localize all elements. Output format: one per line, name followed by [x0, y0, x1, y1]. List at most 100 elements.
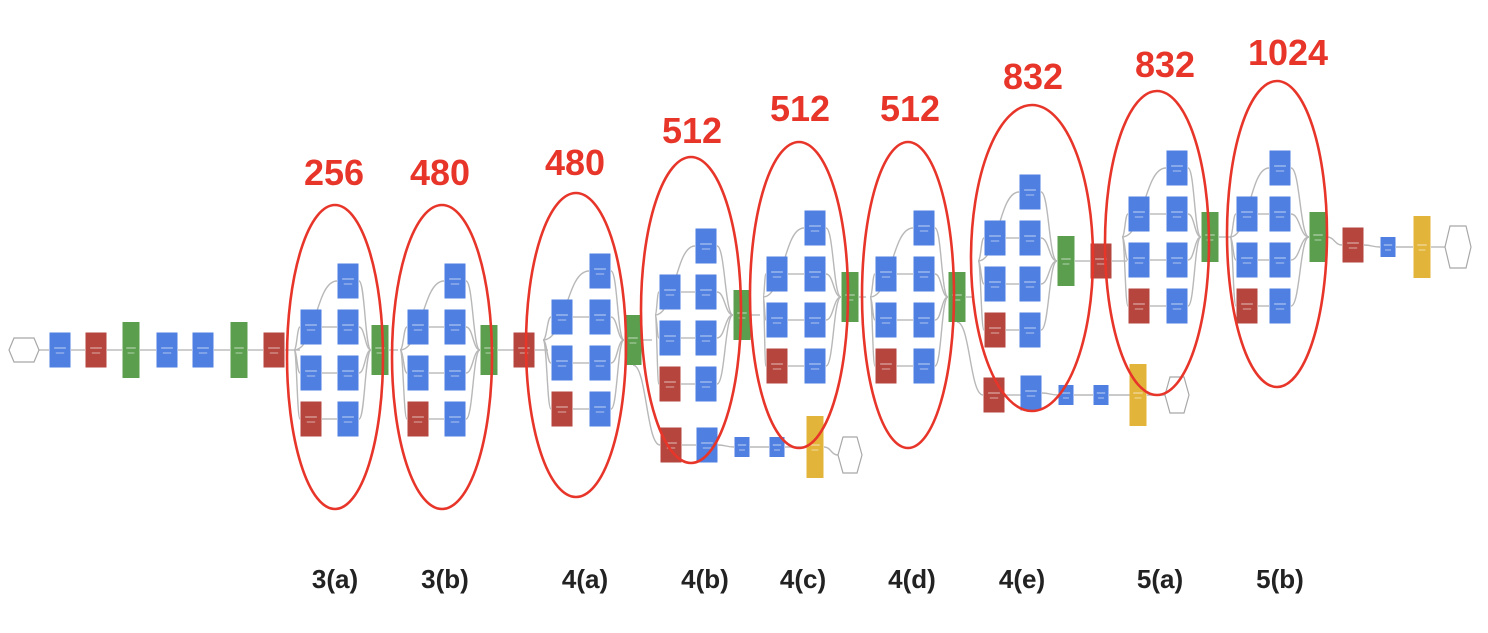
edge — [977, 237, 985, 262]
conv-node — [696, 427, 718, 463]
module-ring — [390, 203, 494, 511]
conv-node — [659, 274, 681, 310]
edge — [1187, 213, 1202, 238]
conv-node — [1128, 242, 1150, 278]
module-ring — [969, 103, 1095, 413]
conv-node — [766, 256, 788, 292]
pool-node — [85, 332, 107, 368]
conv-node — [444, 401, 466, 437]
conv-node — [695, 320, 717, 356]
conv-node — [875, 302, 897, 338]
concat-node — [1057, 236, 1075, 286]
edge — [716, 314, 734, 385]
conv-node — [1269, 288, 1291, 324]
concat-node — [122, 322, 140, 378]
edge — [399, 326, 408, 351]
conv-node — [1166, 288, 1188, 324]
pool-node — [875, 348, 897, 384]
edge — [1326, 236, 1343, 246]
pool-node — [660, 427, 682, 463]
conv-node — [444, 309, 466, 345]
edge — [1040, 191, 1058, 262]
edge — [869, 296, 876, 367]
io-node — [837, 436, 863, 474]
edge — [1040, 237, 1058, 262]
module-rings — [285, 79, 1329, 511]
conv-node — [695, 228, 717, 264]
stage-label-5a: 5(a) — [1136, 564, 1184, 594]
conv-node — [695, 274, 717, 310]
conv-node — [551, 345, 573, 381]
conv-node — [300, 355, 322, 391]
conv-node — [49, 332, 71, 368]
edge — [762, 273, 767, 298]
edge — [717, 444, 735, 448]
conv-node — [804, 348, 826, 384]
module-ring — [285, 203, 385, 511]
edge — [762, 296, 767, 367]
edge — [716, 245, 734, 316]
stage-label-4b: 4(b) — [681, 564, 729, 594]
pool-node — [1342, 227, 1364, 263]
edge — [869, 273, 876, 298]
conv-node — [766, 302, 788, 338]
conv-node — [1019, 174, 1041, 210]
conv-node — [659, 320, 681, 356]
edge — [1041, 392, 1059, 396]
conv-node — [984, 220, 1006, 256]
conv-node — [444, 263, 466, 299]
stage-label-4d: 4(d) — [888, 564, 936, 594]
conv-node — [589, 391, 611, 427]
edge — [632, 364, 661, 446]
softmax-node — [1413, 216, 1431, 278]
conv-node — [1020, 375, 1042, 411]
conv-node — [337, 263, 359, 299]
conv-node — [1380, 237, 1396, 257]
conv-node — [1236, 242, 1258, 278]
stage-label-3a: 3(a) — [311, 564, 359, 594]
edge — [1187, 167, 1202, 238]
edge — [654, 314, 660, 385]
module-ring — [1225, 79, 1329, 389]
pool-node — [659, 366, 681, 402]
concat-node — [841, 272, 859, 322]
pool-node — [766, 348, 788, 384]
edge — [293, 326, 301, 351]
stage-label-4e: 4(e) — [998, 564, 1046, 594]
edge — [956, 321, 984, 396]
edge — [825, 273, 842, 298]
concat-node — [371, 325, 389, 375]
conv-node — [913, 348, 935, 384]
conv-node — [1166, 196, 1188, 232]
conv-node — [589, 345, 611, 381]
pool-node — [984, 312, 1006, 348]
channels-label-4a: 480 — [544, 142, 606, 183]
stage-label-4c: 4(c) — [779, 564, 827, 594]
edge — [825, 227, 842, 298]
edge — [654, 291, 660, 316]
concat-node — [480, 325, 498, 375]
conv-node — [337, 355, 359, 391]
edge — [293, 349, 301, 420]
conv-node — [337, 401, 359, 437]
pool-node — [1236, 288, 1258, 324]
module-ring — [748, 140, 850, 450]
module-ring — [524, 191, 628, 499]
edge — [542, 339, 552, 410]
softmax-node — [1129, 364, 1147, 426]
io-node — [8, 337, 40, 363]
stage-label-3b: 3(b) — [421, 564, 469, 594]
pool-node — [1128, 288, 1150, 324]
edge — [1290, 213, 1310, 238]
conv-node — [875, 256, 897, 292]
conv-node — [769, 437, 785, 457]
channels-label-4e: 832 — [1002, 56, 1064, 97]
pool-node — [263, 332, 285, 368]
conv-node — [1269, 242, 1291, 278]
softmax-node — [806, 416, 824, 478]
conv-node — [1236, 196, 1258, 232]
edge — [825, 296, 842, 367]
edge — [1363, 244, 1381, 248]
conv-node — [407, 309, 429, 345]
